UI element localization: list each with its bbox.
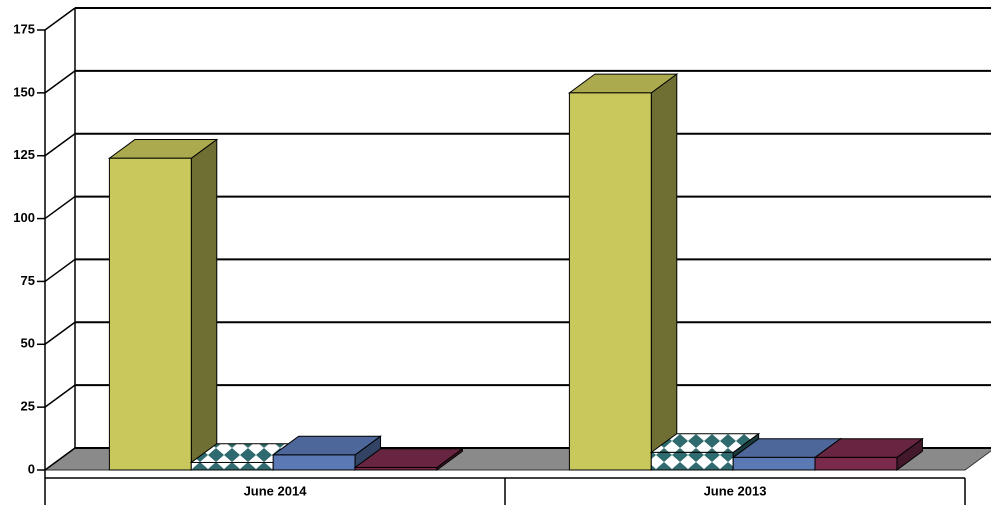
bar (108, 157, 192, 471)
bar (190, 461, 274, 471)
y-tick-label: 100 (13, 210, 35, 225)
bar-side (190, 138, 218, 471)
y-tick-label: 75 (21, 273, 35, 288)
bar (814, 456, 898, 471)
y-tick-label: 50 (21, 336, 35, 351)
grid-line-side (44, 321, 76, 345)
bar (650, 451, 734, 471)
grid-line-side (44, 195, 76, 220)
y-tick-label: 25 (21, 399, 35, 414)
grid-line-side (44, 70, 76, 94)
bar (568, 92, 652, 471)
bar-side (650, 73, 678, 471)
grid-line-side (44, 7, 76, 31)
grid-line-side (44, 258, 76, 283)
grid-line-side (44, 447, 76, 471)
y-tick-label: 175 (13, 21, 35, 36)
grid-line-side (44, 384, 76, 408)
y-tick-label: 125 (13, 147, 35, 162)
grid-line-side (44, 133, 76, 157)
bar (272, 454, 356, 471)
x-tick-label: June 2013 (704, 483, 767, 498)
x-tick-label: June 2014 (244, 483, 308, 498)
bar (732, 456, 816, 471)
y-tick-label: 150 (13, 84, 35, 99)
y-tick-label: 0 (28, 461, 35, 476)
bar (354, 466, 438, 471)
